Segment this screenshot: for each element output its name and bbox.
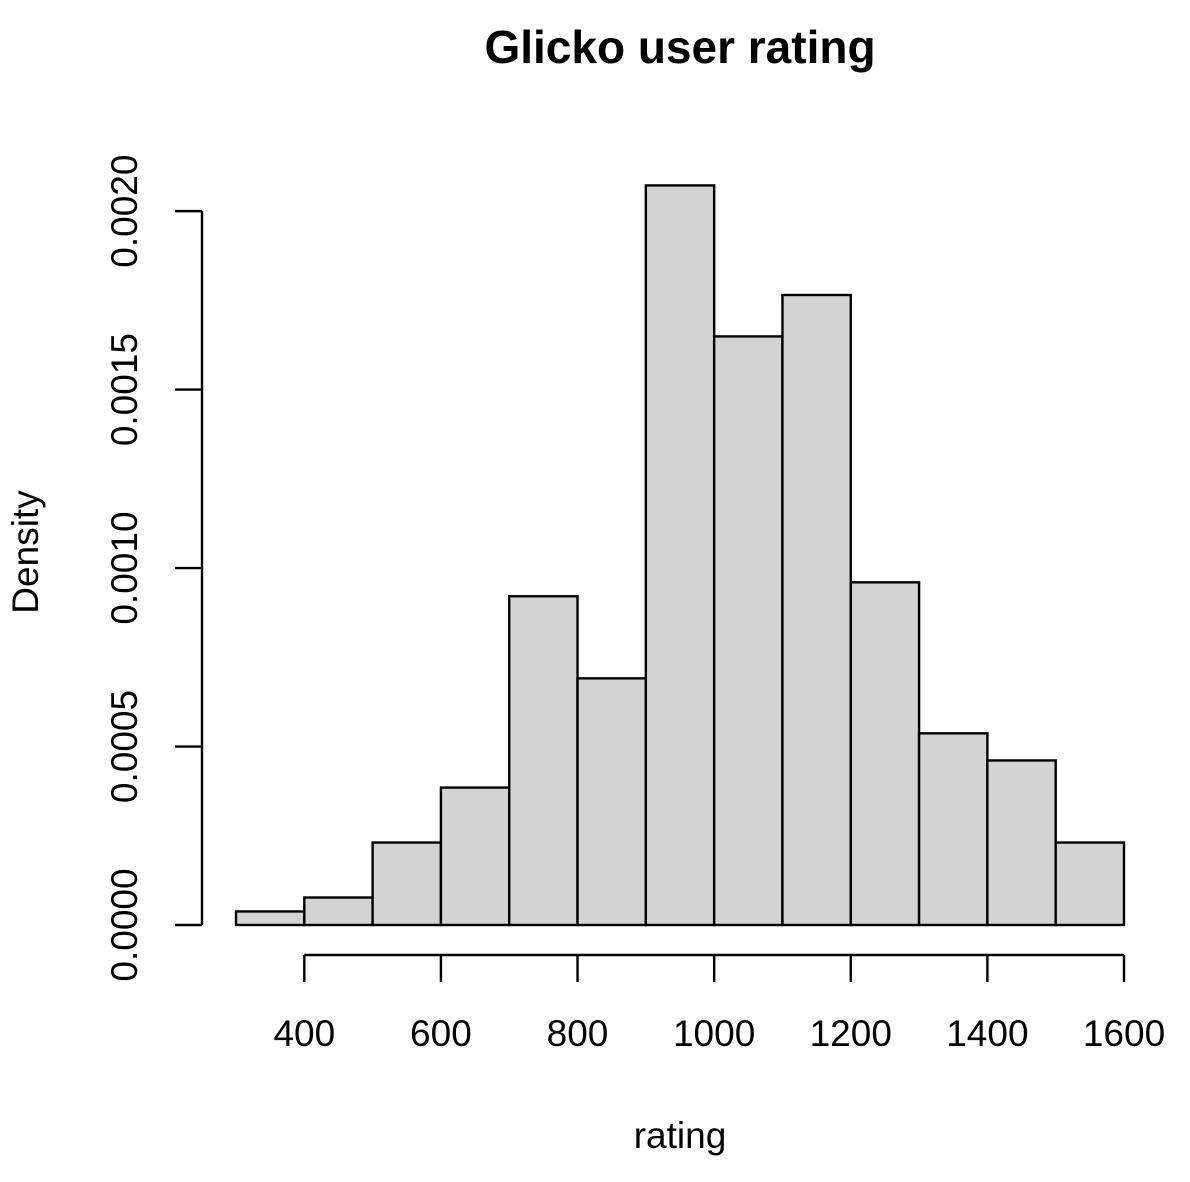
x-axis-label: rating [634, 1115, 727, 1156]
x-tick-label: 800 [547, 1013, 609, 1054]
histogram-bar [1054, 841, 1126, 927]
histogram-bar [917, 732, 989, 927]
histogram-bar [439, 786, 511, 927]
x-tick-label: 1000 [673, 1013, 755, 1054]
y-tick-label: 0.0010 [104, 511, 145, 624]
x-tick-label: 400 [273, 1013, 335, 1054]
histogram-bar [986, 759, 1057, 927]
x-tick-label: 600 [410, 1013, 472, 1054]
histogram-bar [712, 335, 784, 927]
histogram-bar [644, 184, 716, 927]
x-tick-label: 1600 [1083, 1013, 1165, 1054]
histogram-bar [576, 677, 648, 927]
y-axis: 0.0000 0.0005 0.0010 0.0015 0.0020 [104, 155, 204, 982]
x-tick-label: 1200 [810, 1013, 892, 1054]
y-tick-label: 0.0005 [104, 690, 145, 803]
histogram-bar [508, 595, 579, 927]
chart-title: Glicko user rating [484, 21, 875, 73]
y-tick-label: 0.0020 [104, 155, 145, 268]
y-tick-label: 0.0000 [104, 868, 145, 981]
y-axis-label: Density [5, 490, 46, 614]
histogram-bar [234, 910, 306, 927]
histogram-bar [781, 293, 852, 927]
x-tick-label: 1400 [946, 1013, 1028, 1054]
histogram-bar [371, 841, 443, 927]
histogram-bar [849, 581, 921, 927]
bars-group [234, 184, 1126, 927]
y-tick-label: 0.0015 [104, 333, 145, 446]
histogram-bar [303, 896, 374, 927]
x-axis: 400 600 800 1000 1200 1400 1600 [273, 953, 1165, 1054]
